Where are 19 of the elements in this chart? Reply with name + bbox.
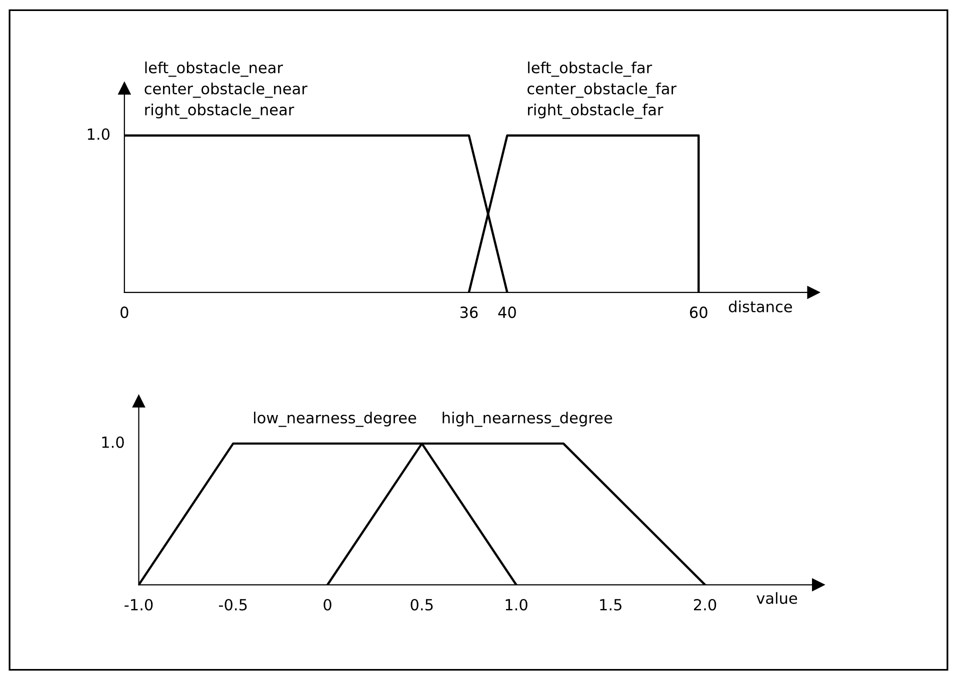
text: 1.0 [88, 128, 110, 140]
series-label: high_nearness_degree [442, 412, 612, 427]
x-tick-label: 2.0 [694, 598, 716, 611]
series-label: left_obstacle_far center_obstacle_far right_obstacle_far [527, 62, 677, 119]
x-tick-label: 60 [690, 306, 708, 318]
x-tick-label: -1.0 [124, 598, 153, 611]
x-tick-label: 0 [120, 306, 128, 318]
text: 1.0 [102, 436, 124, 448]
legend-label: left_obstacle_near center_obstacle_near right_obstacle_near [144, 62, 308, 119]
x-tick-label: 40 [498, 306, 516, 318]
x-tick-label: 1.5 [600, 599, 622, 611]
x-tick-label: 1.0 [506, 598, 528, 611]
x-tick-label: 0.5 [410, 598, 433, 611]
x-tick-label: 0 [324, 598, 332, 611]
x-tick-label: -0.5 [218, 598, 247, 611]
series-label: low_nearness_degree [254, 412, 416, 427]
x-tick-label: 36 [460, 306, 478, 318]
x-axis-title: distance [728, 300, 792, 312]
x-axis-title: value [756, 592, 798, 604]
